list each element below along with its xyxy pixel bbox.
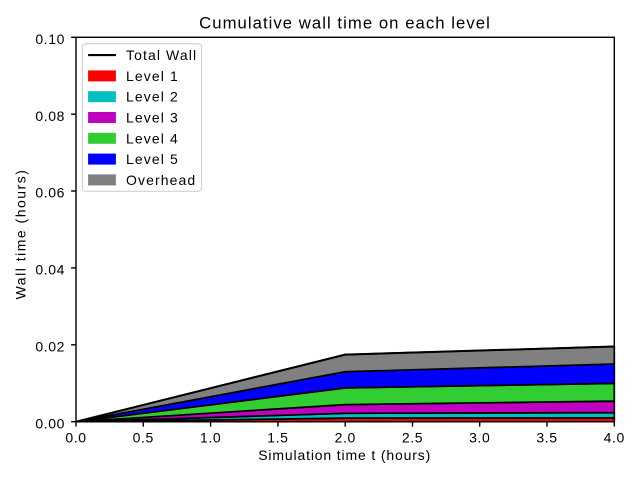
svg-text:0.06: 0.06 (35, 185, 65, 201)
svg-text:Level 3: Level 3 (126, 110, 179, 126)
svg-text:0.00: 0.00 (35, 415, 65, 431)
svg-text:3.5: 3.5 (536, 430, 557, 446)
svg-text:2.5: 2.5 (402, 430, 423, 446)
svg-text:0.04: 0.04 (35, 262, 65, 278)
svg-text:Cumulative wall time on each l: Cumulative wall time on each level (199, 14, 491, 33)
svg-text:1.0: 1.0 (200, 430, 221, 446)
svg-text:Overhead: Overhead (126, 172, 196, 188)
svg-text:4.0: 4.0 (604, 430, 625, 446)
svg-text:Level 4: Level 4 (126, 130, 179, 146)
svg-text:Wall time (hours): Wall time (hours) (13, 169, 29, 300)
svg-text:Level 5: Level 5 (126, 151, 179, 167)
svg-text:0.10: 0.10 (35, 31, 65, 47)
svg-text:2.0: 2.0 (335, 430, 356, 446)
svg-text:Level 2: Level 2 (126, 89, 179, 105)
svg-text:3.0: 3.0 (469, 430, 490, 446)
svg-text:Simulation time t (hours): Simulation time t (hours) (258, 447, 431, 463)
svg-text:Level 1: Level 1 (126, 68, 179, 84)
svg-text:0.02: 0.02 (35, 339, 65, 355)
svg-text:0.08: 0.08 (35, 108, 65, 124)
svg-text:Total Wall: Total Wall (126, 47, 197, 63)
svg-text:0.0: 0.0 (65, 430, 86, 446)
svg-text:0.5: 0.5 (133, 430, 154, 446)
svg-text:1.5: 1.5 (267, 430, 288, 446)
